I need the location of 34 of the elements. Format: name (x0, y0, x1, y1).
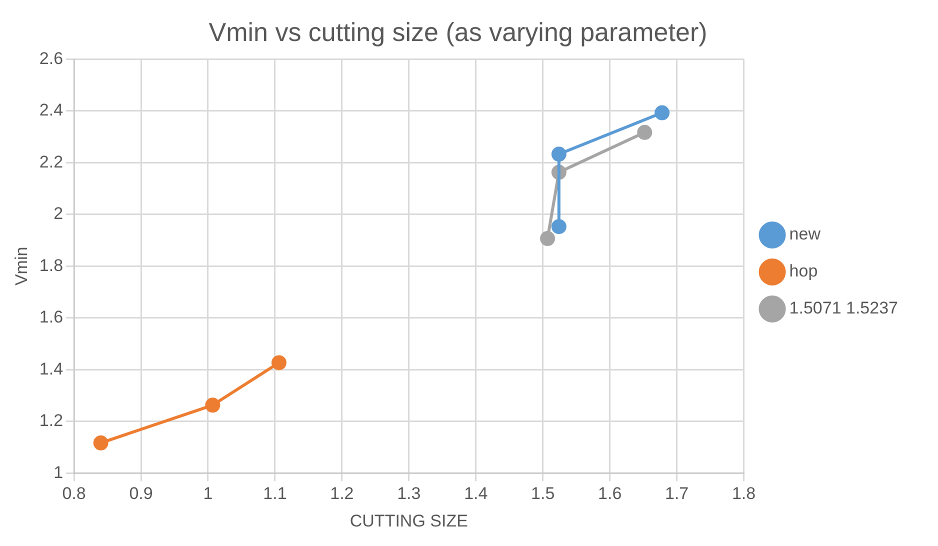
x-tick-label: 1.4 (464, 484, 488, 504)
legend-label: hop (789, 262, 818, 281)
y-tick-label: 1.4 (39, 359, 64, 378)
legend-label: 1.5071 1.5237 (789, 298, 898, 318)
x-tick-label: 0.8 (62, 484, 86, 504)
y-tick-label: 1.2 (39, 411, 64, 430)
point (271, 355, 286, 370)
x-tick-label: 1.5 (531, 484, 555, 504)
x-tick-label: 1.2 (330, 484, 354, 504)
x-tick-label: 1.6 (598, 484, 622, 504)
y-tick-label: 1.8 (39, 256, 64, 275)
point (551, 146, 566, 162)
y-tick-label: 2.2 (39, 152, 64, 172)
point (654, 105, 670, 120)
x-tick-label: 1 (203, 484, 213, 504)
y-tick-label: 2.6 (39, 48, 64, 68)
x-tick-label: 1.8 (732, 484, 756, 504)
legend-label: new (789, 224, 822, 244)
point (205, 398, 220, 413)
y-tick-label: 2 (54, 204, 64, 224)
x-tick-label: 1.7 (664, 484, 689, 504)
x-axis-title: CUTTING SIZE (350, 511, 468, 530)
point (93, 435, 108, 450)
x-tick-label: 1.1 (263, 484, 287, 504)
y-tick-label: 2.4 (39, 100, 64, 120)
x-tick-label: 1.3 (397, 484, 421, 504)
y-tick-label: 1.6 (39, 308, 64, 327)
chart-title: Vmin vs cutting size (as varying parameter) (208, 16, 708, 47)
y-axis-title: Vmin (12, 246, 31, 286)
y-tick-label: 1 (54, 462, 64, 482)
x-tick-label: 0.9 (129, 484, 153, 504)
point (540, 231, 556, 246)
point (551, 219, 566, 234)
point (637, 124, 652, 140)
